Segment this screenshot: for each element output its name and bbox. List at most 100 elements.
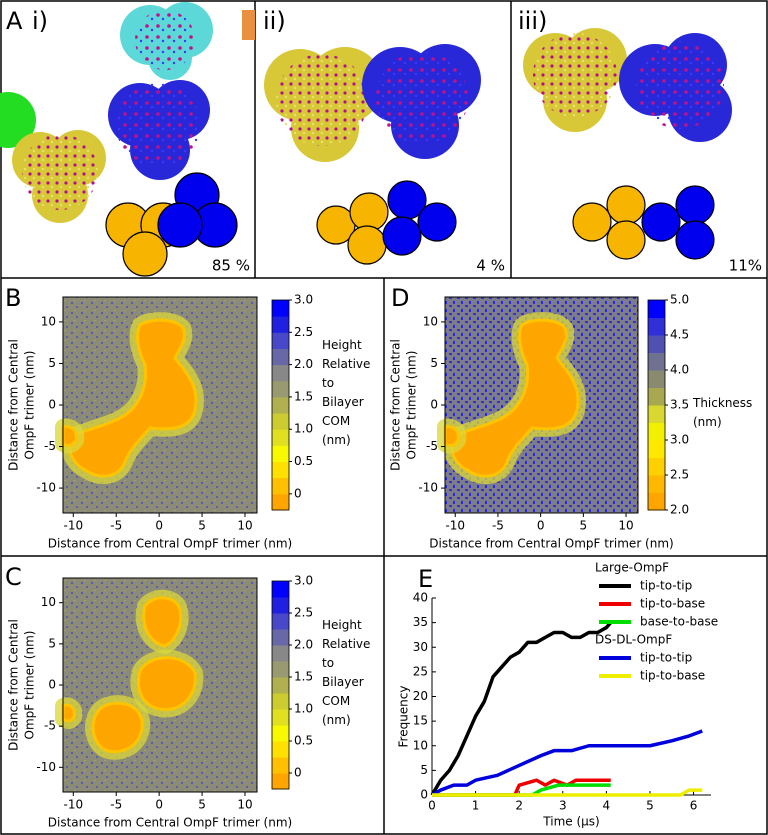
membrane-shape xyxy=(55,312,204,485)
colorbar-cell xyxy=(648,317,665,336)
y-tick-label: 0 xyxy=(48,398,56,412)
x-axis-label: Time (μs) xyxy=(542,815,599,829)
colorbar-tick-label: 3.5 xyxy=(670,398,689,412)
x-axis-label: Distance from Central OmpF trimer (nm) xyxy=(48,537,292,551)
panel-letter: A xyxy=(6,7,23,35)
colorbar-tick-label: 2.0 xyxy=(294,357,313,371)
y-tick-label: 0 xyxy=(430,398,438,412)
x-tick-label: 6 xyxy=(690,799,698,813)
colorbar-cell xyxy=(272,332,289,349)
colorbar-label: Bilayer xyxy=(322,675,364,689)
colorbar-cell xyxy=(272,613,289,630)
y-tick-label: 10 xyxy=(423,314,438,328)
colorbar-label: Thickness xyxy=(692,396,752,410)
membrane-core xyxy=(136,656,197,712)
x-tick-label: -10 xyxy=(63,798,83,812)
subpanel-label: ii) xyxy=(263,7,286,35)
colorbar-frame xyxy=(271,299,290,511)
colorbar-cell xyxy=(272,316,289,333)
x-tick-label: -10 xyxy=(445,519,465,533)
colorbar-cell xyxy=(272,429,289,446)
protein-rendering xyxy=(0,2,732,223)
x-tick-label: 4 xyxy=(603,799,611,813)
colorbar-tick-label: 0 xyxy=(294,486,302,500)
x-tick-label: 5 xyxy=(580,519,588,533)
colorbar-cell xyxy=(272,677,289,694)
x-tick-label: 0 xyxy=(537,519,545,533)
colorbar-cell xyxy=(648,422,665,441)
x-tick-label: 3 xyxy=(559,799,567,813)
y-axis-label: OmpF trimer (nm) xyxy=(23,631,37,740)
colorbar-tick-label: 5.0 xyxy=(670,293,689,307)
x-tick-label: 10 xyxy=(237,798,252,812)
y-tick-label: 25 xyxy=(413,664,428,678)
colorbar-tick-label: 1.5 xyxy=(294,670,313,684)
colorbar-tick-label: 4.5 xyxy=(670,328,689,342)
x-tick-label: -5 xyxy=(110,519,122,533)
y-axis-label: OmpF trimer (nm) xyxy=(405,351,419,460)
schematic xyxy=(105,172,715,277)
colorbar-tick-label: 2.5 xyxy=(294,606,313,620)
y-axis-label: OmpF trimer (nm) xyxy=(23,351,37,460)
y-tick-label: 10 xyxy=(413,738,428,752)
panel-letter: B xyxy=(5,284,21,312)
colorbar-cell xyxy=(272,380,289,398)
colorbar-cell xyxy=(272,741,289,758)
colorbar-cell xyxy=(272,477,289,495)
membrane-core xyxy=(443,425,460,447)
y-tick-label: 0 xyxy=(48,678,56,692)
y-tick-label: 5 xyxy=(48,636,56,650)
colorbar-cell xyxy=(272,300,289,317)
legend-group-title: Large-OmpF xyxy=(595,561,669,575)
y-tick-label: 10 xyxy=(41,595,56,609)
colorbar-cell xyxy=(272,693,289,710)
colorbar-label: (nm) xyxy=(322,433,351,447)
x-axis-label: Distance from Central OmpF trimer (nm) xyxy=(429,537,673,551)
colorbar-label: (nm) xyxy=(322,713,351,727)
colorbar-tick-label: 4.0 xyxy=(670,363,689,377)
y-tick-label: 20 xyxy=(413,689,428,703)
series-line xyxy=(431,729,703,797)
y-tick-label: -10 xyxy=(418,481,438,495)
y-tick-label: 35 xyxy=(413,615,428,629)
membrane-core xyxy=(91,701,144,754)
colorbar-label: Height xyxy=(322,338,362,352)
y-tick-label: 30 xyxy=(413,640,428,654)
colorbar-cell xyxy=(648,405,665,423)
legend-label: base-to-base xyxy=(640,615,718,629)
membrane-core xyxy=(450,318,580,478)
colorbar-label: COM xyxy=(322,414,350,428)
colorbar-cell xyxy=(648,387,665,406)
colorbar-tick-label: 2.5 xyxy=(294,325,313,339)
colorbar-cell xyxy=(648,475,665,493)
y-axis-label: Distance from Central xyxy=(7,339,21,471)
colorbar-cell xyxy=(272,364,289,382)
x-tick-label: 0 xyxy=(155,519,163,533)
membrane-core xyxy=(68,318,198,478)
colorbar-cell xyxy=(272,493,289,511)
x-tick-label: 10 xyxy=(237,519,252,533)
y-tick-label: -10 xyxy=(36,760,56,774)
x-tick-label: -5 xyxy=(492,519,504,533)
y-tick-label: -5 xyxy=(44,439,56,453)
x-tick-label: 5 xyxy=(646,799,654,813)
colorbar-tick-label: 1.0 xyxy=(294,702,313,716)
colorbar-cell xyxy=(648,370,665,388)
panel-letter: E xyxy=(418,565,433,593)
colorbar-tick-label: 0 xyxy=(294,766,302,780)
y-axis-label: Distance from Central xyxy=(389,339,403,471)
colorbar-cell xyxy=(272,396,289,414)
y-axis-label: Distance from Central xyxy=(7,619,21,751)
colorbar-tick-label: 0.5 xyxy=(294,734,313,748)
colorbar-cell xyxy=(272,757,289,774)
colorbar-cell xyxy=(272,413,289,430)
legend-label: tip-to-tip xyxy=(640,651,692,665)
colorbar-cell xyxy=(648,335,665,353)
colorbar-tick-label: 1.5 xyxy=(294,389,313,403)
membrane-shape xyxy=(437,312,586,485)
y-tick-label: 0 xyxy=(420,788,428,802)
colorbar-label: to xyxy=(322,376,334,390)
colorbar-tick-label: 0.5 xyxy=(294,454,313,468)
colorbar-cell xyxy=(272,581,289,598)
